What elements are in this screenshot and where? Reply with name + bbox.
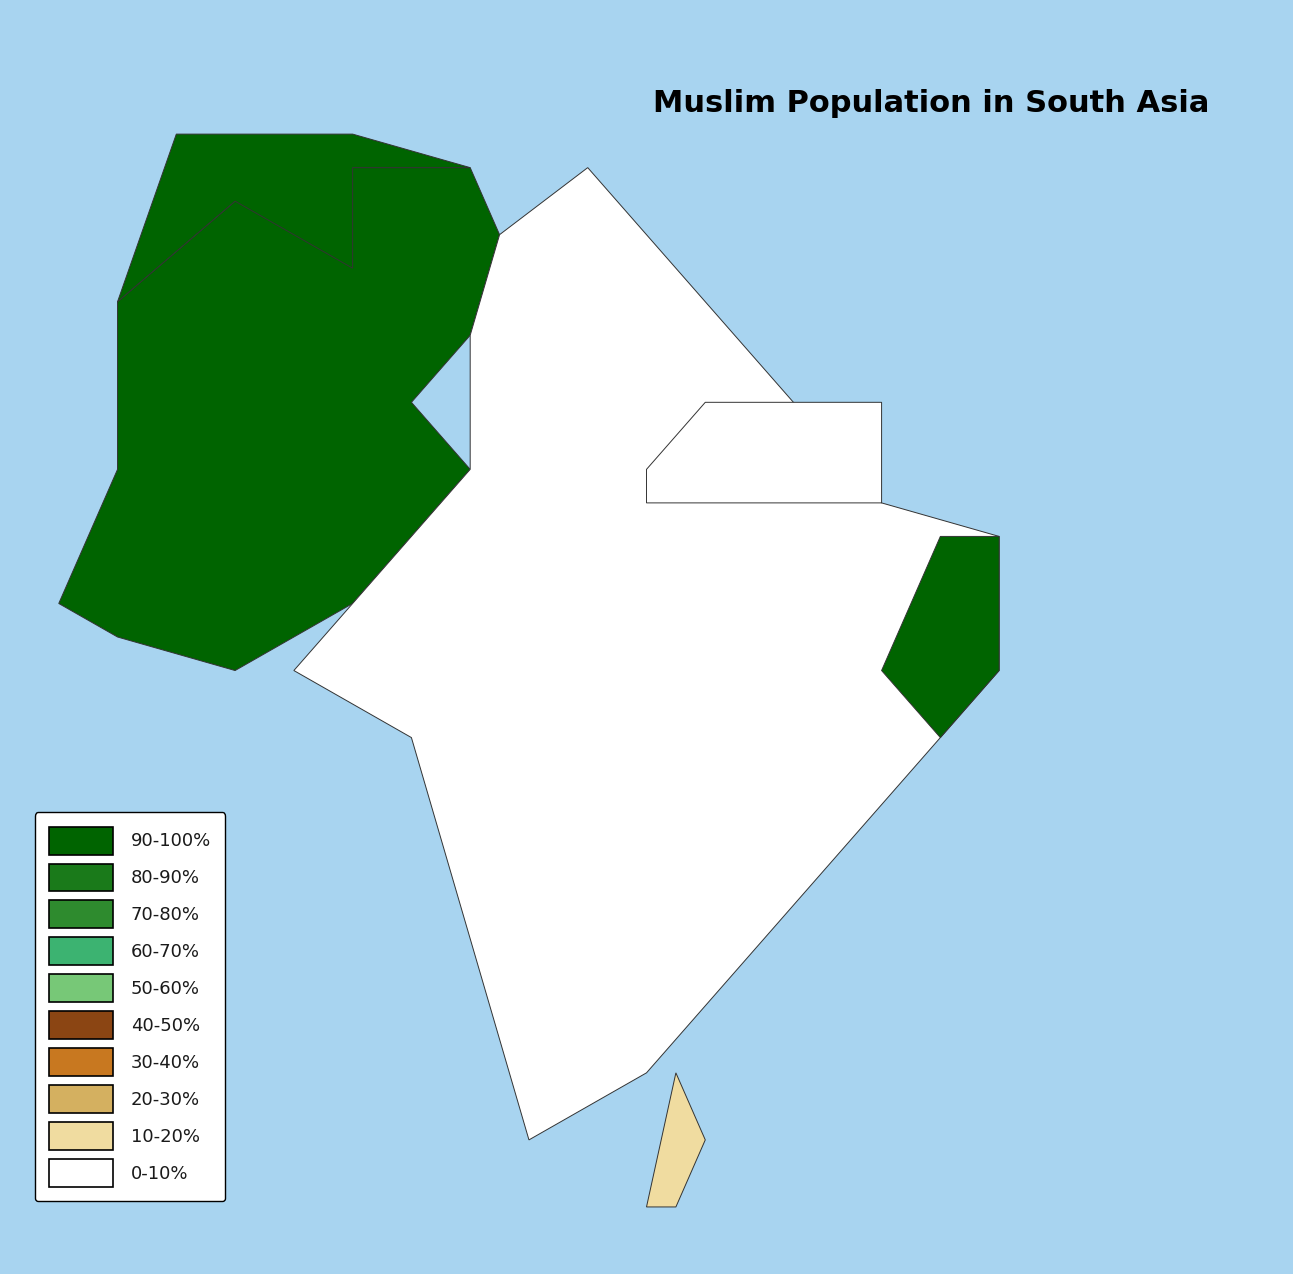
Polygon shape [58,168,499,670]
Polygon shape [646,403,882,503]
Polygon shape [118,134,471,302]
Polygon shape [882,536,999,738]
Legend: 90-100%, 80-90%, 70-80%, 60-70%, 50-60%, 40-50%, 30-40%, 20-30%, 10-20%, 0-10%: 90-100%, 80-90%, 70-80%, 60-70%, 50-60%,… [35,813,225,1201]
Polygon shape [646,1073,705,1206]
Polygon shape [294,168,999,1140]
Text: Muslim Population in South Asia: Muslim Population in South Asia [653,89,1209,118]
